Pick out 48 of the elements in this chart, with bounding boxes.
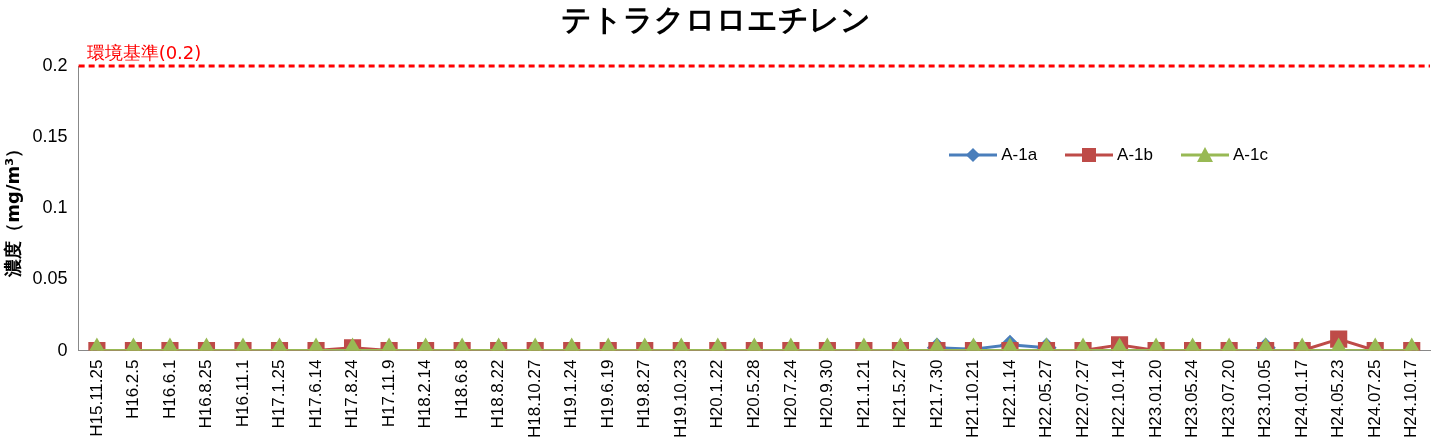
x-tick-label: H20.1.22 [707,359,727,429]
x-tick-label: H19.1.24 [561,359,581,429]
x-tick-label: H21.7.30 [926,359,946,429]
x-tick-label: H18.2.14 [415,359,435,429]
x-tick-label: H17.8.24 [342,359,362,429]
y-tick-label: 0.1 [42,197,68,218]
x-tick-label: H19.8.27 [634,359,654,429]
x-tick-label: H17.11.9 [378,359,398,428]
x-tick-label: H16.2.5 [123,359,143,420]
x-tick-label: H18.10.27 [524,359,544,438]
x-tick-label: H23.10.05 [1255,359,1275,438]
y-tick-label: 0.15 [32,126,68,147]
legend-label: A-1a [1001,145,1038,165]
x-tick-label: H15.11.25 [86,359,106,437]
x-tick-label: H23.01.20 [1145,359,1165,438]
x-tick-label: H18.8.22 [488,359,508,429]
x-tick-label: H24.01.17 [1291,359,1311,438]
x-tick-label: H22.07.27 [1072,359,1092,438]
x-tick-label: H21.10.21 [963,359,983,438]
ref-line-label: 環境基準(0.2) [86,41,202,63]
x-tick-label: H20.9.30 [817,359,837,429]
x-tick-label: H23.05.24 [1182,359,1202,438]
x-tick-label: H19.6.19 [597,359,617,429]
x-tick-label: H20.5.28 [744,359,763,429]
x-tick-label: H22.10.14 [1109,359,1129,438]
y-tick-label: 0.2 [42,54,68,75]
x-tick-label: H22.05.27 [1036,359,1056,438]
x-tick-label: H16.11.1 [232,359,252,428]
x-tick-label: H20.7.24 [780,359,800,429]
x-tick-label: H17.6.14 [305,359,325,429]
x-tick-label: H21.1.21 [853,359,873,429]
legend-label: A-1c [1233,145,1268,165]
x-tick-label: H24.05.23 [1328,359,1348,438]
x-tick-label: H24.10.17 [1401,359,1421,438]
x-tick-label: H16.6.1 [159,359,179,420]
x-tick-label: H23.07.20 [1218,359,1238,438]
x-tick-label: H21.5.27 [890,359,910,429]
y-tick-label: 0.05 [32,268,68,289]
x-tick-label: H19.10.23 [670,359,690,438]
x-tick-label: H22.1.14 [999,359,1019,429]
y-tick-label: 0 [57,339,68,360]
x-tick-label: H16.8.25 [196,359,216,429]
x-tick-label: H17.1.25 [269,359,289,429]
chart-title: テトラクロロエチレン [560,1,871,37]
x-tick-label: H24.07.25 [1364,359,1384,438]
legend-label: A-1b [1117,145,1154,165]
x-tick-label: H18.6.8 [451,359,471,420]
y-axis-title: 濃度（mg/m³） [2,139,24,278]
